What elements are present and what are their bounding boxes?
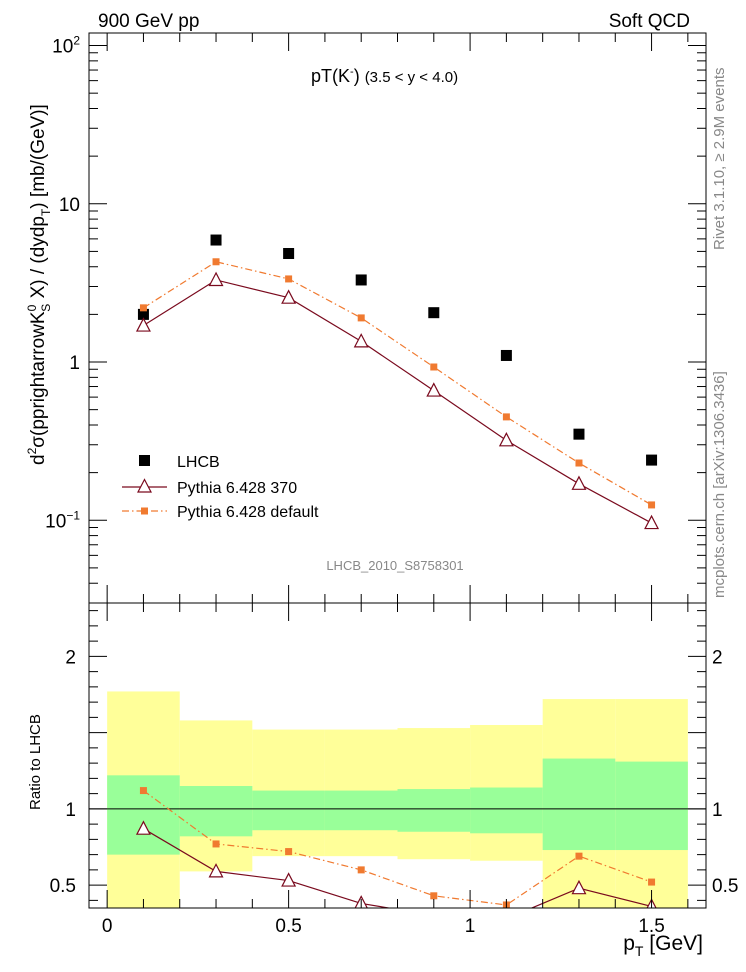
analysis-id: LHCB_2010_S8758301 bbox=[326, 558, 463, 573]
data-point-pythia-370 bbox=[500, 912, 513, 925]
rivet-label: Rivet 3.1.10, ≥ 2.9M events bbox=[711, 68, 728, 251]
data-point-pythia-default bbox=[212, 840, 220, 848]
ratio-y-tick-label: 2 bbox=[65, 647, 76, 668]
data-point-pythia-default bbox=[430, 892, 438, 900]
data-point-lhcb bbox=[355, 274, 367, 286]
data-point-pythia-default bbox=[575, 459, 583, 467]
data-point-pythia-default bbox=[139, 787, 147, 795]
ratio-y-tick-label: 1 bbox=[65, 800, 76, 821]
plot-title: pT(K-) (3.5 < y < 4.0) bbox=[311, 66, 458, 86]
ratio-band-stat bbox=[397, 789, 471, 832]
data-point-pythia-370 bbox=[571, 475, 587, 490]
data-point-pythia-370 bbox=[208, 271, 224, 287]
main-y-tick-label: 1 bbox=[69, 353, 80, 374]
ratio-x-ticks: 0 0.5 1 1.5 bbox=[102, 603, 689, 937]
data-point-pythia-370 bbox=[353, 333, 369, 348]
main-x-ticks bbox=[106, 33, 689, 603]
data-point-pythia-370 bbox=[135, 820, 151, 835]
ratio-band-stat bbox=[252, 790, 325, 831]
data-point-pythia-default bbox=[648, 878, 656, 886]
series-line bbox=[143, 261, 652, 506]
legend-label-lhcb: LHCB bbox=[177, 454, 220, 471]
legend-marker-lhcb bbox=[139, 455, 150, 466]
data-point-pythia-default bbox=[502, 413, 510, 421]
plot-title-sup: - bbox=[350, 66, 354, 78]
data-point-lhcb bbox=[573, 428, 585, 440]
ratio-x-tick-label: 0.5 bbox=[275, 916, 301, 937]
series-line bbox=[143, 790, 652, 906]
series-line bbox=[143, 828, 652, 908]
data-point-pythia-370 bbox=[498, 432, 514, 447]
ratio-band-stat bbox=[615, 761, 688, 851]
data-point-lhcb bbox=[137, 308, 149, 320]
main-y-tick-label: 10 bbox=[59, 195, 80, 216]
ratio-band-stat bbox=[470, 787, 543, 834]
ratio-band-stat bbox=[179, 786, 253, 837]
data-point-lhcb bbox=[283, 248, 295, 260]
ratio-y-tick-label: 0.5 bbox=[50, 876, 76, 897]
series-line bbox=[143, 279, 652, 524]
data-point-pythia-370 bbox=[644, 514, 660, 530]
legend: LHCB Pythia 6.428 370 Pythia 6.428 defau… bbox=[122, 454, 319, 521]
ratio-y-label: Ratio to LHCB bbox=[27, 714, 44, 810]
ratio-y-ticks: 0.5 0.5 1 1 2 2 bbox=[50, 610, 738, 901]
header-left: 900 GeV pp bbox=[98, 11, 199, 32]
data-point-lhcb bbox=[500, 349, 512, 361]
data-point-pythia-370 bbox=[433, 907, 435, 908]
ratio-y-tick-label-right: 1 bbox=[712, 800, 723, 821]
data-point-lhcb bbox=[428, 307, 440, 319]
main-series bbox=[135, 234, 660, 530]
data-point-pythia-default bbox=[357, 314, 365, 322]
plot-title-close: ) bbox=[354, 66, 360, 86]
main-panel: 10−1 1 10 102 pT(K-) (3.5 < y < 4.0) d2σ(ppr… bbox=[25, 32, 707, 604]
data-point-pythia-370 bbox=[208, 863, 224, 878]
data-point-pythia-370 bbox=[426, 382, 442, 397]
plot-title-range: (3.5 < y < 4.0) bbox=[365, 69, 458, 86]
data-point-pythia-370 bbox=[281, 289, 297, 304]
data-point-pythia-default bbox=[285, 848, 293, 856]
data-point-pythia-default bbox=[430, 363, 438, 371]
data-point-lhcb bbox=[646, 454, 658, 466]
data-point-pythia-default bbox=[575, 852, 583, 860]
ratio-x-tick-label: 1.5 bbox=[638, 916, 664, 937]
data-point-pythia-370 bbox=[281, 872, 297, 887]
data-point-pythia-default bbox=[139, 304, 147, 312]
data-point-pythia-370 bbox=[571, 879, 587, 895]
ratio-bands bbox=[107, 691, 688, 908]
main-y-ticks: 10−1 1 10 102 bbox=[45, 34, 706, 604]
ratio-panel: 0.5 0.5 1 1 2 2 0 0.5 1 1.5 Ratio to LHCB pT [Ge… bbox=[27, 602, 738, 959]
ratio-x-tick-label: 1 bbox=[465, 916, 476, 937]
ratio-band-stat bbox=[542, 758, 616, 851]
x-axis-label: pT [GeV] bbox=[623, 932, 703, 959]
ratio-y-tick-label-right: 0.5 bbox=[712, 876, 738, 897]
legend-marker-default bbox=[141, 507, 148, 515]
data-point-pythia-default bbox=[648, 501, 656, 509]
legend-label-370: Pythia 6.428 370 bbox=[177, 480, 297, 497]
ratio-y-tick-label-right: 2 bbox=[712, 647, 723, 668]
legend-marker-370 bbox=[137, 478, 152, 493]
mcplots-label: mcplots.cern.ch [arXiv:1306.3436] bbox=[711, 371, 728, 598]
data-point-lhcb bbox=[210, 234, 222, 246]
legend-label-default: Pythia 6.428 default bbox=[177, 504, 319, 521]
plot-title-main: pT(K bbox=[311, 66, 350, 86]
ratio-series bbox=[135, 787, 657, 925]
data-point-pythia-default bbox=[212, 258, 220, 266]
main-y-tick-label: 10−1 bbox=[45, 508, 80, 532]
main-y-label: d2σ(pprightarrowK0S X) / (dydpT) [mb/(Ge… bbox=[25, 104, 53, 465]
ratio-x-tick-label: 0 bbox=[102, 916, 113, 937]
main-y-tick-label: 102 bbox=[52, 34, 80, 58]
data-point-pythia-default bbox=[357, 866, 365, 874]
ratio-band-stat bbox=[324, 790, 398, 831]
data-point-pythia-default bbox=[285, 275, 293, 283]
data-point-pythia-370 bbox=[135, 317, 151, 332]
header-right: Soft QCD bbox=[609, 11, 690, 32]
